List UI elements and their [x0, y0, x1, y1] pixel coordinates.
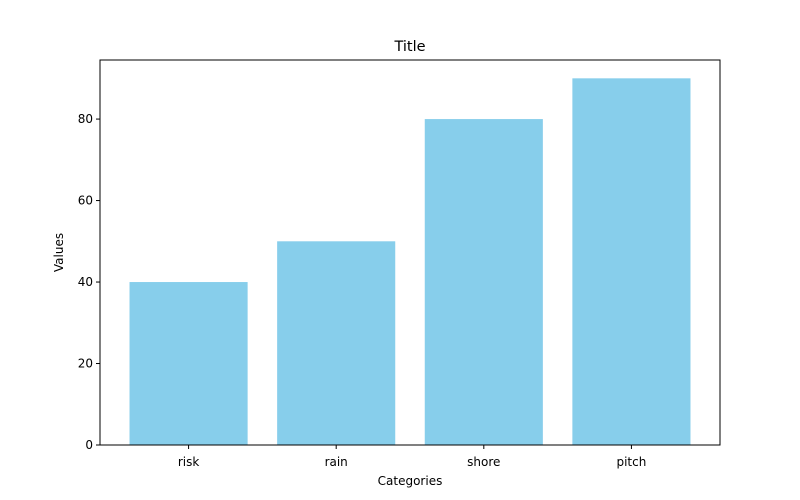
- x-axis-label: Categories: [378, 474, 443, 488]
- x-tick-label: pitch: [616, 455, 646, 469]
- x-tick-label: rain: [325, 455, 348, 469]
- bar-rain: [277, 241, 396, 445]
- bar-shore: [424, 119, 543, 445]
- bar-risk: [129, 282, 248, 445]
- chart-title: Title: [393, 39, 425, 55]
- y-tick-label: 40: [78, 275, 93, 289]
- x-tick-label: shore: [467, 455, 500, 469]
- bar-pitch: [572, 78, 691, 445]
- y-axis-ticks: 0 20 40 60 80: [78, 112, 100, 452]
- y-tick-label: 60: [78, 194, 93, 208]
- y-tick-label: 20: [78, 357, 93, 371]
- bars-group: [129, 78, 691, 445]
- x-axis-ticks: risk rain shore pitch: [178, 445, 646, 469]
- plot-frame: [99, 59, 721, 446]
- y-tick-label: 0: [85, 438, 93, 452]
- x-tick-label: risk: [178, 455, 200, 469]
- y-axis-label: Values: [52, 233, 66, 272]
- y-tick-label: 80: [78, 112, 93, 126]
